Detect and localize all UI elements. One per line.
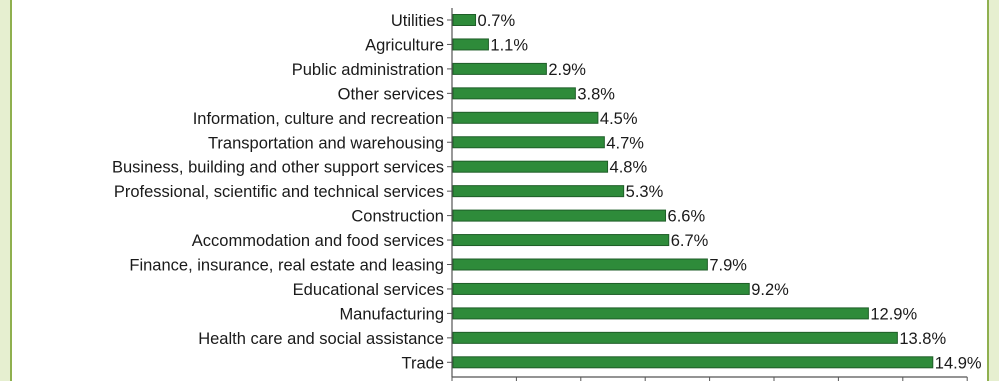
value-label: 0.7% xyxy=(478,12,516,30)
value-label: 4.8% xyxy=(610,159,648,177)
bar xyxy=(452,234,670,247)
category-label: Educational services xyxy=(293,281,444,299)
category-label: Professional, scientific and technical s… xyxy=(114,183,444,201)
value-label: 3.8% xyxy=(577,85,615,103)
value-label: 12.9% xyxy=(870,305,917,323)
bar xyxy=(452,87,576,100)
value-label: 1.1% xyxy=(490,36,528,54)
category-label: Transportation and warehousing xyxy=(208,134,444,152)
value-label: 6.6% xyxy=(668,208,706,226)
category-label: Health care and social assistance xyxy=(198,330,444,348)
bar xyxy=(452,209,667,222)
bar-chart: Utilities 0.7% Agriculture 1.1% Public admin… xyxy=(112,8,982,381)
bar xyxy=(452,185,625,198)
category-label: Public administration xyxy=(292,61,444,79)
bar xyxy=(452,111,599,124)
bar xyxy=(452,356,934,369)
category-label: Other services xyxy=(338,85,444,103)
category-label: Trade xyxy=(402,354,445,372)
chart-frame: Utilities 0.7% Agriculture 1.1% Public admin… xyxy=(10,0,989,381)
category-label: Information, culture and recreation xyxy=(193,110,444,128)
bar xyxy=(452,14,477,26)
bar xyxy=(452,62,547,75)
bar xyxy=(452,331,898,344)
bars-group: Utilities 0.7% Agriculture 1.1% Public admin… xyxy=(112,12,982,372)
value-label: 14.9% xyxy=(935,354,982,372)
bar xyxy=(452,136,605,149)
bar xyxy=(452,282,750,295)
value-label: 2.9% xyxy=(548,61,586,79)
axis-group xyxy=(447,8,968,381)
value-label: 9.2% xyxy=(751,281,789,299)
bar xyxy=(452,160,609,173)
bar xyxy=(452,258,708,271)
value-label: 4.7% xyxy=(606,134,644,152)
category-label: Finance, insurance, real estate and leas… xyxy=(129,257,444,275)
category-label: Accommodation and food services xyxy=(192,232,444,250)
bar xyxy=(452,307,869,320)
category-label: Construction xyxy=(351,208,444,226)
category-label: Utilities xyxy=(391,12,444,30)
value-label: 5.3% xyxy=(626,183,664,201)
category-label: Agriculture xyxy=(365,36,444,54)
category-label: Manufacturing xyxy=(339,305,444,323)
value-label: 7.9% xyxy=(709,257,747,275)
category-label: Business, building and other support ser… xyxy=(112,159,444,177)
value-label: 13.8% xyxy=(899,330,946,348)
bar xyxy=(452,38,489,51)
value-label: 4.5% xyxy=(600,110,638,128)
value-label: 6.7% xyxy=(671,232,709,250)
